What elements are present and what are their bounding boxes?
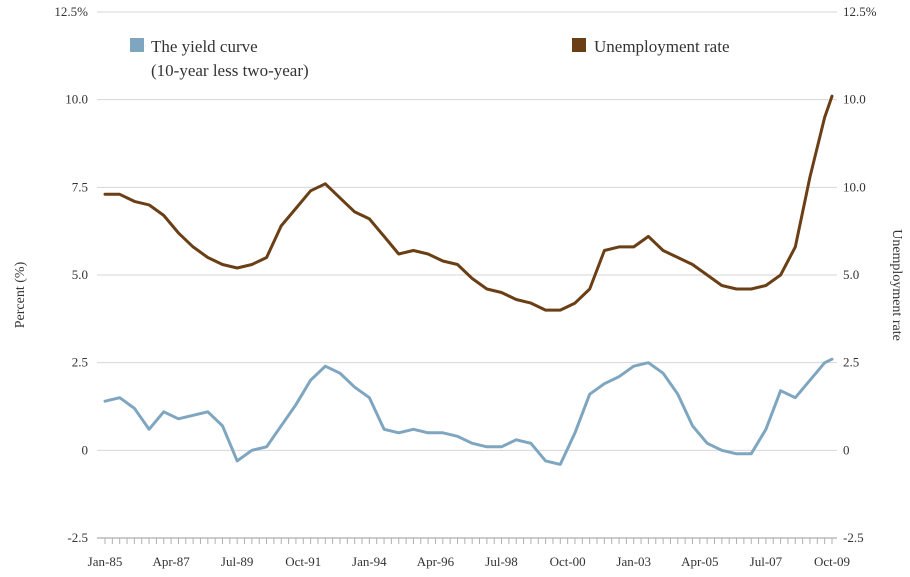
- left-tick-label: 10.0: [65, 92, 88, 107]
- x-axis-ticks: [104, 538, 833, 544]
- x-tick-label: Jan-03: [616, 554, 651, 569]
- y-axis-title: Percent (%): [13, 261, 28, 328]
- legend-label-yield-curve: The yield curve: [151, 37, 258, 56]
- legend-label-unemployment: Unemployment rate: [594, 37, 730, 56]
- left-tick-label: 5.0: [72, 267, 88, 282]
- right-tick-label: 10.0: [843, 92, 866, 107]
- x-tick-label: Jul-98: [485, 554, 518, 569]
- series-line-1: [103, 94, 834, 312]
- x-tick-label: Oct-00: [550, 554, 586, 569]
- left-tick-label: 0: [82, 442, 89, 457]
- series-line-0: [103, 357, 834, 466]
- left-tick-label: 2.5: [72, 355, 88, 370]
- right-tick-label: -2.5: [843, 530, 864, 545]
- x-tick-label: Jul-07: [750, 554, 783, 569]
- left-tick-label: -2.5: [67, 530, 88, 545]
- x-tick-label: Apr-05: [681, 554, 718, 569]
- series-lines: [103, 94, 834, 466]
- right-tick-label: 2.5: [843, 355, 859, 370]
- x-axis-tick-labels: Jan-85 Apr-87 Jul-89 Oct-91 Jan-94 Apr-96 Jul-…: [88, 554, 850, 569]
- x-tick-label: Oct-09: [814, 554, 850, 569]
- x-tick-label: Jan-94: [352, 554, 387, 569]
- left-axis-tick-labels: 12.5% 10.0 7.5 5.0 2.5 0 -2.5: [54, 4, 88, 545]
- x-tick-label: Oct-91: [285, 554, 321, 569]
- x-tick-label: Jan-85: [88, 554, 123, 569]
- right-tick-label: 0: [843, 442, 850, 457]
- legend: The yield curve (10-year less two-year) …: [130, 37, 730, 80]
- legend-sublabel-yield-curve: (10-year less two-year): [151, 61, 309, 80]
- legend-swatch-yield-curve: [130, 38, 144, 52]
- right-axis-tick-labels: 12.5% 10.0 10.0 5.0 2.5 0 -2.5: [843, 4, 877, 545]
- y-axis-title-right: Unemployment rate: [889, 229, 904, 341]
- left-tick-label: 7.5: [72, 179, 88, 194]
- right-tick-label: 12.5%: [843, 4, 877, 19]
- left-tick-label: 12.5%: [54, 4, 88, 19]
- legend-swatch-unemployment: [572, 38, 586, 52]
- right-tick-label: 5.0: [843, 267, 859, 282]
- x-tick-label: Apr-87: [152, 554, 190, 569]
- gridlines: [97, 11, 837, 451]
- x-tick-label: Jul-89: [221, 554, 254, 569]
- right-tick-label: 10.0: [843, 179, 866, 194]
- x-tick-label: Apr-96: [417, 554, 455, 569]
